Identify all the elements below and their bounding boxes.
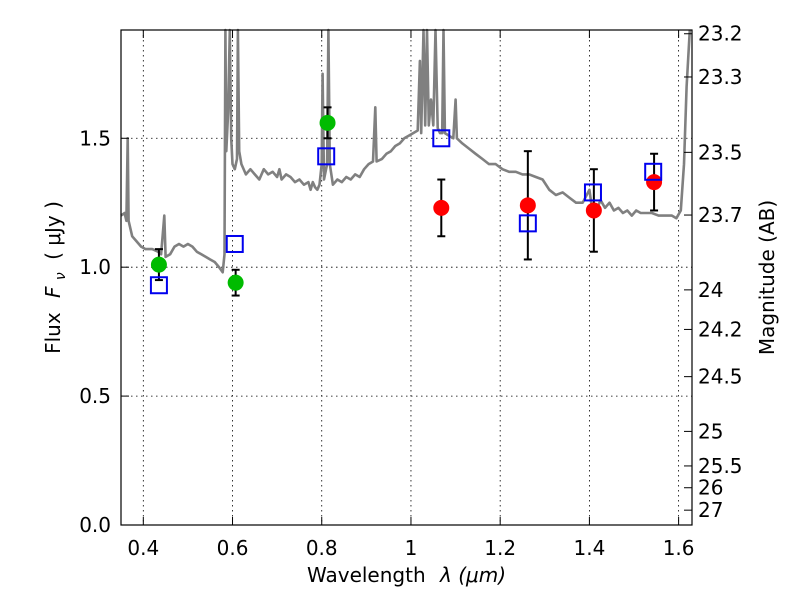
x-tick-label: 1: [405, 536, 418, 560]
model-point-square: [149, 276, 168, 295]
x-axis-label-text: Wavelength: [307, 563, 426, 587]
y-axis-label: Flux F ν ( μJy ): [41, 201, 70, 354]
y-axis-label-subscript: ν: [53, 272, 69, 280]
x-tick-label: 0.8: [306, 536, 338, 560]
observed-point: [319, 114, 336, 131]
magnitude-tick-label: 25: [698, 419, 723, 443]
magnitude-tick-label: 23.2: [698, 22, 743, 46]
observed-point: [150, 256, 167, 273]
magnitude-tick-label: 24.2: [698, 317, 743, 341]
y-tick-label: 1.5: [79, 126, 111, 150]
model-point-square: [518, 214, 537, 233]
y-tick-label: 1.0: [79, 255, 111, 279]
magnitude-tick-label: 23.5: [698, 140, 743, 164]
model-spectrum-line: [120, 28, 692, 274]
magnitude-tick-label: 24: [698, 278, 723, 302]
axes: 0.4 0.6 0.8 1 1.2 1.4 1.6 0.0 0.5 1.0 1.5 23.2 23.3 2…: [79, 22, 742, 560]
x-tick-label: 0.4: [127, 536, 159, 560]
magnitude-tick-label: 23.3: [698, 65, 743, 89]
observed-point: [646, 174, 663, 191]
observed-point: [227, 274, 244, 291]
magnitude-tick-label: 24.5: [698, 365, 743, 389]
y-axis-label-symbol: F: [41, 286, 65, 298]
x-tick-label: 0.6: [217, 536, 249, 560]
plot-area: [120, 28, 692, 297]
plot-frame: [120, 29, 693, 526]
x-tick-label: 1.6: [663, 536, 695, 560]
observed-point: [585, 202, 602, 219]
magnitude-tick-label: 25.5: [698, 454, 743, 478]
model-point-square: [583, 183, 602, 202]
x-axis-label-symbol: λ (μm): [439, 563, 506, 587]
magnitude-tick-label: 26: [698, 476, 723, 500]
x-tick-label: 1.4: [573, 536, 605, 560]
model-point-square: [432, 129, 451, 148]
y-axis-label-text: Flux: [41, 312, 65, 354]
x-axis-label: Wavelength λ (μm): [307, 563, 506, 587]
magnitude-axis-label: Magnitude (AB): [755, 200, 779, 355]
model-point-square: [644, 162, 663, 181]
magnitude-tick-label: 23.7: [698, 203, 743, 227]
model-point-square: [225, 234, 244, 253]
y-axis-label-unit: ( μJy ): [41, 201, 65, 260]
y-tick-label: 0.5: [79, 384, 111, 408]
y-tick-label: 0.0: [79, 513, 111, 537]
x-tick-label: 1.2: [484, 536, 516, 560]
model-point-square: [317, 147, 336, 166]
observed-point: [519, 197, 536, 214]
magnitude-tick-label: 27: [698, 498, 723, 522]
observed-point: [433, 199, 450, 216]
grid: [121, 30, 692, 525]
